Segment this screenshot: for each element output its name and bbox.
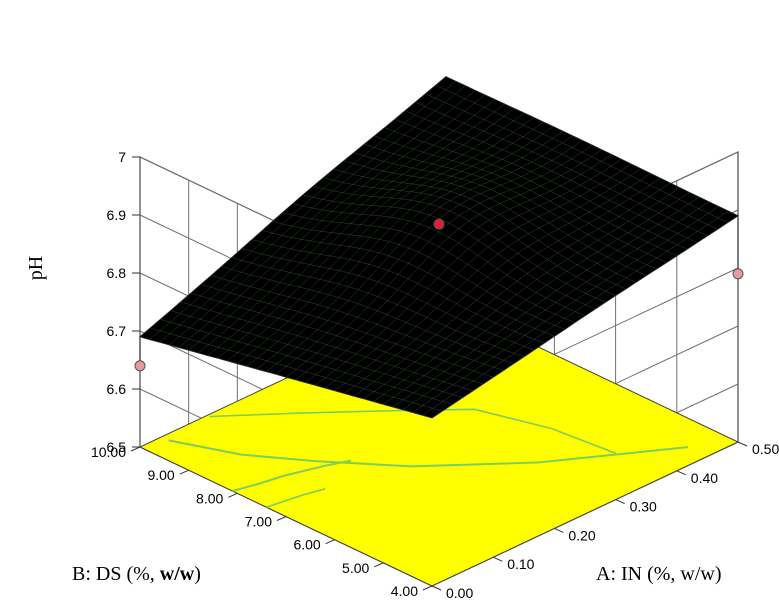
x-tick-mark (676, 470, 687, 476)
z-tick-label: 6.5 (107, 439, 127, 455)
surface-mesh-line (237, 121, 544, 364)
surface-mesh-line (169, 90, 476, 345)
x-tick-mark (492, 556, 503, 562)
x-tick-mark (554, 527, 564, 533)
contour-line (232, 459, 352, 492)
contour-line (168, 439, 689, 468)
surface-mesh-line (334, 168, 641, 391)
y-tick-label: 6.00 (293, 537, 320, 553)
contour-line (266, 488, 326, 508)
z-tick-label: 6.8 (107, 265, 127, 281)
surface-mesh-line (412, 206, 719, 413)
surface-mesh-line (402, 201, 709, 410)
surface-mesh-line (246, 126, 554, 367)
response-surface (138, 76, 740, 419)
x-tick-label: 0.50 (752, 441, 779, 457)
x-tick-label: 0.30 (630, 499, 657, 515)
y-tick-label: 9.00 (147, 467, 174, 483)
surface-mesh-line (207, 108, 515, 356)
surface-mesh-line (363, 182, 670, 399)
surface-mesh-line (217, 112, 525, 359)
y-tick-label: 10.00 (91, 444, 126, 460)
surface-mesh-line (315, 159, 622, 386)
axis-labels: pH A: IN (%, w/w) B: DS (%, w/w) (25, 256, 722, 585)
design-point (134, 360, 146, 372)
y-tick-mark (179, 469, 189, 475)
y-tick-mark (422, 585, 433, 591)
surface-fill (138, 76, 740, 419)
surface-mesh-line (431, 215, 739, 418)
design-point (433, 218, 445, 230)
surface-mesh-line (276, 140, 583, 375)
y-tick-label: 4.00 (391, 583, 418, 599)
surface-mesh-line (178, 94, 486, 348)
x-tick-mark (431, 585, 442, 591)
y-axis-label: B: DS (%, w/w) (72, 563, 201, 585)
y-tick-mark (325, 539, 335, 545)
design-point (732, 268, 744, 280)
surface-mesh-line (198, 103, 505, 354)
surface-mesh-line (324, 163, 631, 389)
x-tick-label: 0.20 (568, 527, 595, 543)
y-tick-label: 7.00 (245, 514, 272, 530)
surface-mesh-line (227, 117, 534, 362)
y-tick-mark (130, 446, 141, 452)
z-tick-label: 7 (118, 149, 126, 165)
y-tick-mark (228, 492, 238, 498)
surface-mesh-line (266, 135, 573, 372)
tick-labels: 6.5 6.6 6.7 6.8 6.9 7 4.00 5.00 6.00 7.00 8.00 9.00… (91, 149, 779, 601)
y-tick-label: 8.00 (196, 490, 223, 506)
x-tick-label: 0.00 (446, 585, 473, 601)
surface-mesh-line (344, 173, 651, 394)
surface-mesh-line (353, 178, 661, 397)
surface-mesh-line (383, 192, 690, 405)
surface-mesh-line (149, 81, 456, 340)
y-axis-label-suffix: ) (194, 563, 201, 585)
y-axis-label-prefix: B: DS (%, (72, 563, 160, 585)
surface-mesh-line (256, 131, 563, 370)
y-tick-label: 5.00 (342, 560, 369, 576)
surface-mesh-line (285, 144, 593, 378)
x-tick-label: 0.40 (691, 470, 718, 486)
x-tick-mark (737, 441, 748, 447)
z-tick-label: 6.9 (107, 207, 127, 223)
surface-mesh-line (295, 149, 602, 380)
z-tick-label: 6.7 (107, 323, 127, 339)
surface-mesh-line (393, 196, 700, 408)
z-tick-label: 6.6 (107, 381, 127, 397)
y-tick-mark (374, 562, 384, 568)
surface-mesh-line (422, 210, 729, 416)
surface-mesh-line (159, 85, 466, 343)
x-tick-mark (615, 499, 625, 505)
y-tick-mark (276, 516, 287, 521)
surface-mesh-line (305, 154, 612, 383)
surface-mesh-line (139, 76, 447, 337)
design-points (134, 215, 744, 372)
z-axis-label: pH (25, 256, 47, 280)
surface-mesh-line (373, 187, 680, 402)
surface-mesh-line (188, 99, 495, 351)
x-tick-label: 0.10 (507, 556, 534, 572)
x-axis-label: A: IN (%, w/w) (596, 563, 722, 585)
y-axis-label-bold: w/w (160, 563, 195, 585)
